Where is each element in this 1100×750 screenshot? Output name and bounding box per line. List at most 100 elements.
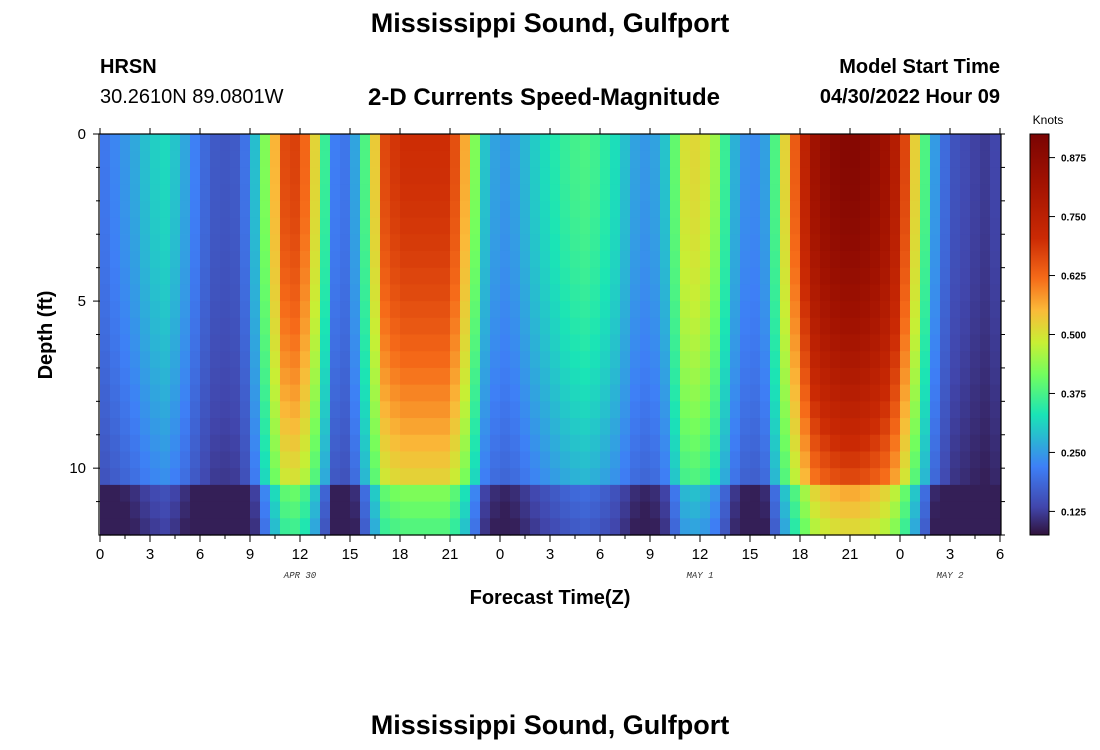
heatmap-cell xyxy=(720,351,731,369)
heatmap-cell xyxy=(500,418,511,436)
heatmap-cell xyxy=(760,200,771,219)
heatmap-cell xyxy=(250,367,261,386)
heatmap-cell xyxy=(360,501,371,519)
heatmap-cell xyxy=(750,434,761,453)
heatmap-cell xyxy=(150,484,161,503)
heatmap-cell xyxy=(420,234,431,252)
heatmap-cell xyxy=(390,501,401,519)
heatmap-cell xyxy=(330,284,341,302)
heatmap-cell xyxy=(610,150,621,169)
heatmap-cell xyxy=(910,200,921,219)
heatmap-cell xyxy=(990,150,1001,169)
heatmap-cell xyxy=(330,418,341,436)
heatmap-cell xyxy=(510,401,521,419)
heatmap-cell xyxy=(500,301,511,319)
heatmap-cell xyxy=(440,334,451,352)
heatmap-cell xyxy=(530,384,541,402)
heatmap-cell xyxy=(820,518,831,536)
heatmap-cell xyxy=(690,384,701,402)
heatmap-cell xyxy=(710,200,721,219)
heatmap-cell xyxy=(720,284,731,302)
heatmap-cell xyxy=(590,284,601,302)
heatmap-cell xyxy=(560,217,571,235)
heatmap-cell xyxy=(330,301,341,319)
heatmap-cell xyxy=(900,284,911,302)
heatmap-cell xyxy=(110,200,121,219)
heatmap-cell xyxy=(840,484,851,503)
heatmap-cell xyxy=(630,200,641,219)
heatmap-cell xyxy=(550,184,561,202)
heatmap-cell xyxy=(900,418,911,436)
heatmap-cell xyxy=(460,468,471,486)
heatmap-cell xyxy=(850,468,861,486)
heatmap-cell xyxy=(850,134,861,152)
heatmap-cell xyxy=(340,334,351,352)
heatmap-cell xyxy=(910,468,921,486)
heatmap-cell xyxy=(510,451,521,469)
heatmap-cell xyxy=(530,518,541,536)
heatmap-cell xyxy=(770,401,781,419)
heatmap-cell xyxy=(780,150,791,169)
heatmap-cell xyxy=(480,401,491,419)
heatmap-cell xyxy=(610,217,621,235)
heatmap-cell xyxy=(200,234,211,252)
heatmap-cell xyxy=(430,384,441,402)
heatmap-cell xyxy=(220,367,231,386)
heatmap-cell xyxy=(400,468,411,486)
heatmap-cell xyxy=(590,267,601,285)
heatmap-cell xyxy=(430,301,441,319)
heatmap-cell xyxy=(570,401,581,419)
heatmap-cell xyxy=(800,284,811,302)
heatmap-cell xyxy=(660,317,671,336)
heatmap-cell xyxy=(470,451,481,469)
heatmap-cell xyxy=(700,250,711,269)
heatmap-cell xyxy=(450,250,461,269)
heatmap-cell xyxy=(210,451,221,469)
heatmap-cell xyxy=(160,217,171,235)
heatmap-cell xyxy=(870,351,881,369)
heatmap-cell xyxy=(420,434,431,453)
heatmap-cell xyxy=(660,501,671,519)
heatmap-cell xyxy=(840,317,851,336)
heatmap-cell xyxy=(730,217,741,235)
heatmap-cell xyxy=(890,418,901,436)
heatmap-cell xyxy=(630,434,641,453)
heatmap-cell xyxy=(180,134,191,152)
heatmap-cell xyxy=(570,200,581,219)
heatmap-cell xyxy=(680,167,691,185)
heatmap-cell xyxy=(260,301,271,319)
heatmap-cell xyxy=(520,217,531,235)
heatmap-cell xyxy=(130,317,141,336)
heatmap-cell xyxy=(320,167,331,185)
heatmap-cell xyxy=(750,167,761,185)
heatmap-cell xyxy=(870,167,881,185)
heatmap-cell xyxy=(180,284,191,302)
heatmap-cell xyxy=(520,234,531,252)
heatmap-cell xyxy=(340,434,351,453)
heatmap-cell xyxy=(610,200,621,219)
heatmap-cell xyxy=(340,284,351,302)
heatmap-cell xyxy=(970,301,981,319)
heatmap-cell xyxy=(210,167,221,185)
heatmap-cell xyxy=(200,284,211,302)
heatmap-cell xyxy=(180,167,191,185)
heatmap-cell xyxy=(110,167,121,185)
heatmap-cell xyxy=(170,284,181,302)
heatmap-cell xyxy=(240,200,251,219)
heatmap-cell xyxy=(650,418,661,436)
heatmap-cell xyxy=(500,434,511,453)
heatmap-cell xyxy=(700,200,711,219)
heatmap-cell xyxy=(880,367,891,386)
heatmap-cell xyxy=(250,250,261,269)
heatmap-cell xyxy=(100,384,111,402)
heatmap-cell xyxy=(360,434,371,453)
heatmap-cell xyxy=(630,367,641,386)
heatmap-cell xyxy=(700,167,711,185)
heatmap-cell xyxy=(430,317,441,336)
heatmap-cell xyxy=(300,134,311,152)
heatmap-cell xyxy=(760,367,771,386)
heatmap-cell xyxy=(780,351,791,369)
heatmap-cell xyxy=(450,451,461,469)
heatmap-cell xyxy=(280,401,291,419)
heatmap-cell xyxy=(770,200,781,219)
